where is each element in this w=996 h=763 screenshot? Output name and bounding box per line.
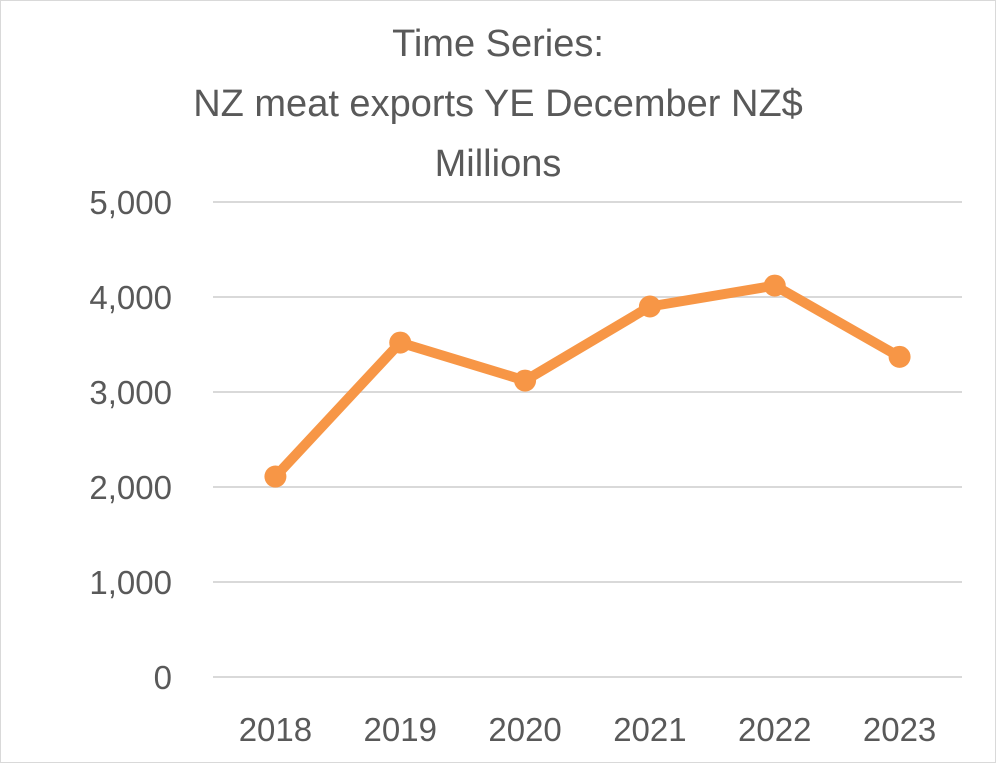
gridlines [213,201,962,678]
y-tick-label: 5,000 [89,184,172,221]
data-point [763,274,786,297]
series [264,274,911,488]
data-point [389,331,412,354]
chart-title-line-2: NZ meat exports YE December NZ$ [193,83,803,125]
chart-title-line-3: Millions [434,143,562,185]
y-tick-label: 3,000 [89,374,172,411]
data-point [514,369,537,392]
x-tick-label: 2020 [488,711,561,748]
x-tick-label: 2019 [364,711,437,748]
chart-title-line-1: Time Series: [392,23,604,65]
x-tick-label: 2021 [613,711,686,748]
x-tick-label: 2022 [738,711,811,748]
chart-title: Time Series: NZ meat exports YE December… [0,14,996,194]
data-point [888,345,911,368]
y-tick-label: 2,000 [89,469,172,506]
x-axis-tick-labels: 2018 2019 2020 2021 2022 2023 [239,711,937,748]
data-point [264,465,287,488]
x-tick-label: 2018 [239,711,312,748]
y-axis-tick-labels: 0 1,000 2,000 3,000 4,000 5,000 [89,184,172,696]
data-point [638,295,661,318]
y-tick-label: 4,000 [89,279,172,316]
y-tick-label: 0 [154,659,172,696]
x-tick-label: 2023 [863,711,936,748]
series-line [270,280,905,482]
y-tick-label: 1,000 [89,564,172,601]
